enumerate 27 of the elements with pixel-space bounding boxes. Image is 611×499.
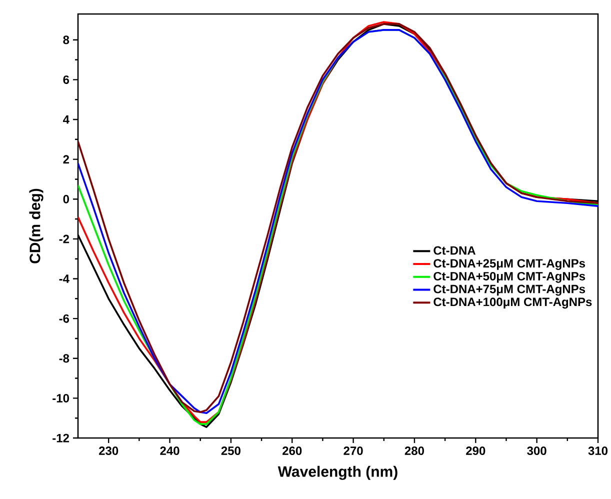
y-tick-label: 4 [62,115,70,124]
legend-label: Ct-DNA+50μM CMT-AgNPs [434,272,586,283]
x-tick-label: 300 [527,446,546,456]
x-tick-label: 270 [344,446,363,456]
y-tick-label: 6 [63,75,70,84]
y-tick-label: 8 [63,36,70,44]
legend-label: Ct-DNA [434,246,476,255]
x-tick-label: 280 [404,446,424,456]
x-tick-label: 230 [99,446,118,456]
x-tick-label: 260 [282,446,302,456]
x-tick-label: 240 [160,446,180,456]
y-axis-title: CD(m deg) [29,188,44,264]
y-tick-label: -10 [52,394,69,402]
y-tick-label: -6 [59,314,70,323]
y-tick-label: -8 [59,354,70,363]
x-tick-label: 290 [466,446,486,456]
y-tick-label: 0 [63,194,69,204]
x-tick-label: 250 [221,446,240,456]
legend-label: Ct-DNA+75μM CMT-AgNPs [434,284,586,296]
y-tick-label: -12 [52,434,69,442]
legend-label: Ct-DNA+25μM CMT-AgNPs [434,259,586,270]
legend-label: Ct-DNA+100μM CMT-AgNPs [434,298,592,309]
y-tick-label: -2 [59,234,69,244]
y-tick-label: -4 [59,274,70,283]
x-tick-label: 310 [588,446,608,456]
y-tick-label: 2 [63,155,69,164]
x-axis-title: Wavelength (nm) [278,466,398,480]
